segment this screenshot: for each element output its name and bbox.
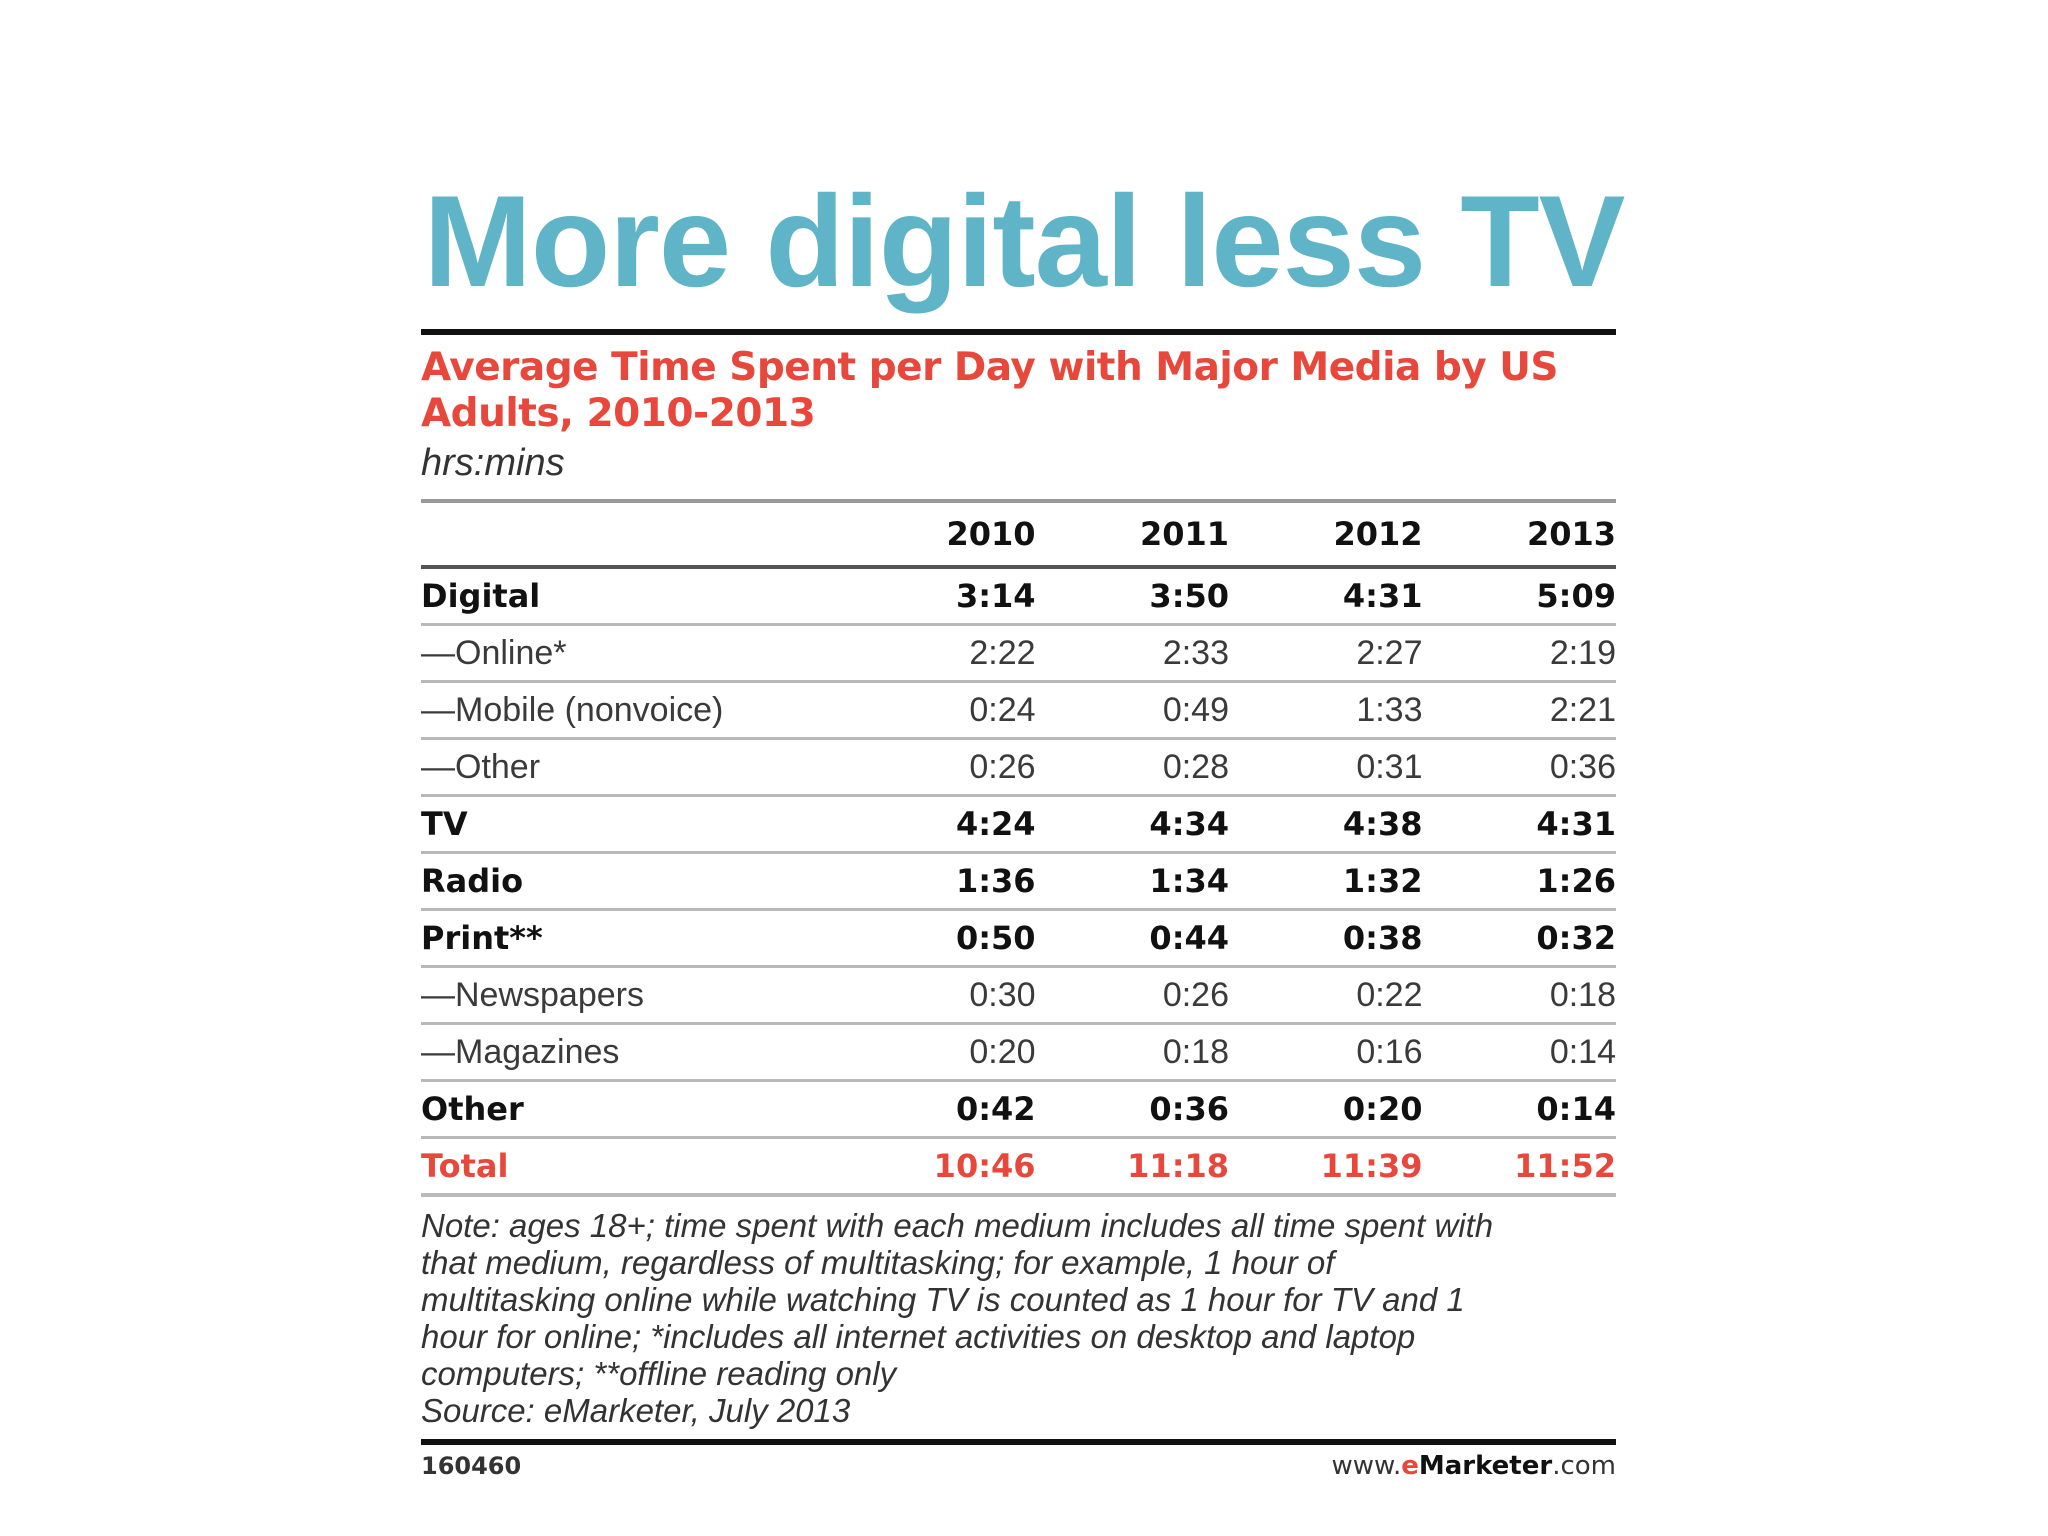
- header-label-cell: [421, 499, 843, 567]
- row-label: Radio: [421, 851, 843, 910]
- table-cell: 0:14: [1422, 1079, 1616, 1138]
- row-label: —Other: [421, 737, 843, 796]
- note-line: hour for online; *includes all internet …: [421, 1318, 1416, 1355]
- note-line: that medium, regardless of multitasking;…: [421, 1244, 1335, 1281]
- chart-units: hrs:mins: [421, 442, 565, 484]
- table-row: Total 10:46 11:18 11:39 11:52: [421, 1136, 1616, 1197]
- row-label: Other: [421, 1079, 843, 1138]
- table-cell: 11:39: [1229, 1136, 1423, 1197]
- table-cell: 2:33: [1035, 623, 1230, 682]
- table-cell: 0:31: [1229, 737, 1423, 796]
- chart-id: 160460: [421, 1452, 522, 1480]
- table-cell: 0:50: [842, 908, 1036, 967]
- table-row: —Magazines 0:20 0:18 0:16 0:14: [421, 1022, 1616, 1081]
- column-header: 2010: [842, 499, 1036, 567]
- row-label: —Newspapers: [421, 965, 843, 1024]
- table-cell: 3:14: [842, 565, 1036, 625]
- table-row: TV 4:24 4:34 4:38 4:31: [421, 794, 1616, 853]
- table-cell: 0:14: [1422, 1022, 1616, 1081]
- brand-e: e: [1401, 1451, 1419, 1481]
- table-cell: 4:31: [1422, 794, 1616, 853]
- table-cell: 0:18: [1422, 965, 1616, 1024]
- table-header-row: 2010 2011 2012 2013: [421, 499, 1616, 567]
- note-line: Note: ages 18+; time spent with each med…: [421, 1207, 1494, 1244]
- brand-suffix: .com: [1552, 1451, 1616, 1481]
- table-cell: 5:09: [1422, 565, 1616, 625]
- table-cell: 2:21: [1422, 680, 1616, 739]
- top-rule: [421, 329, 1616, 335]
- table-row: —Mobile (nonvoice) 0:24 0:49 1:33 2:21: [421, 680, 1616, 739]
- table-cell: 1:32: [1229, 851, 1423, 910]
- table-cell: 1:34: [1035, 851, 1230, 910]
- table-row: Other 0:42 0:36 0:20 0:14: [421, 1079, 1616, 1138]
- table-cell: 0:22: [1229, 965, 1423, 1024]
- table-row: —Online* 2:22 2:33 2:27 2:19: [421, 623, 1616, 682]
- row-label: —Mobile (nonvoice): [421, 680, 843, 739]
- table-cell: 1:33: [1229, 680, 1423, 739]
- chart-title: Average Time Spent per Day with Major Me…: [421, 345, 1559, 436]
- table-cell: 0:30: [842, 965, 1036, 1024]
- slide-title: More digital less TV: [423, 168, 1626, 314]
- table-cell: 0:20: [842, 1022, 1036, 1081]
- row-label: TV: [421, 794, 843, 853]
- row-label: Digital: [421, 565, 843, 625]
- table-cell: 0:20: [1229, 1079, 1423, 1138]
- column-header: 2013: [1422, 499, 1616, 567]
- brand-logo: www.eMarketer.com: [1332, 1451, 1616, 1481]
- table-row: Digital 3:14 3:50 4:31 5:09: [421, 565, 1616, 625]
- bottom-rule: [421, 1439, 1616, 1445]
- note-line: computers; **offline reading only: [421, 1355, 897, 1392]
- table-cell: 2:19: [1422, 623, 1616, 682]
- table-cell: 3:50: [1035, 565, 1230, 625]
- column-header: 2012: [1229, 499, 1423, 567]
- row-label: —Online*: [421, 623, 843, 682]
- chart-table-figure: Average Time Spent per Day with Major Me…: [421, 329, 1616, 1481]
- table-row: —Newspapers 0:30 0:26 0:22 0:18: [421, 965, 1616, 1024]
- chart-notes: Note: ages 18+; time spent with each med…: [421, 1207, 1616, 1429]
- table-cell: 1:26: [1422, 851, 1616, 910]
- table-cell: 0:32: [1422, 908, 1616, 967]
- table-cell: 0:26: [1035, 965, 1230, 1024]
- table-cell: 4:24: [842, 794, 1036, 853]
- table-cell: 0:24: [842, 680, 1036, 739]
- table-cell: 4:31: [1229, 565, 1423, 625]
- table-cell: 11:18: [1035, 1136, 1230, 1197]
- table-cell: 0:44: [1035, 908, 1230, 967]
- table-cell: 0:49: [1035, 680, 1230, 739]
- row-label: Total: [421, 1136, 843, 1197]
- table-cell: 0:28: [1035, 737, 1230, 796]
- table-cell: 0:36: [1422, 737, 1616, 796]
- brand-prefix: www.: [1331, 1451, 1402, 1481]
- table-cell: 0:16: [1229, 1022, 1423, 1081]
- note-line: Source: eMarketer, July 2013: [421, 1392, 851, 1429]
- table-cell: 0:38: [1229, 908, 1423, 967]
- table-cell: 0:18: [1035, 1022, 1230, 1081]
- table-cell: 2:22: [842, 623, 1036, 682]
- column-header: 2011: [1035, 499, 1230, 567]
- table-row: —Other 0:26 0:28 0:31 0:36: [421, 737, 1616, 796]
- table-cell: 4:34: [1035, 794, 1230, 853]
- table-cell: 0:36: [1035, 1079, 1230, 1138]
- table-body: Digital 3:14 3:50 4:31 5:09 —Online* 2:22 2:33 2…: [421, 565, 1616, 1197]
- table-cell: 0:42: [842, 1079, 1036, 1138]
- row-label: —Magazines: [421, 1022, 843, 1081]
- table-cell: 10:46: [842, 1136, 1036, 1197]
- chart-footer: 160460 www.eMarketer.com: [421, 1451, 1616, 1481]
- row-label: Print**: [421, 908, 843, 967]
- table-cell: 1:36: [842, 851, 1036, 910]
- table-row: Radio 1:36 1:34 1:32 1:26: [421, 851, 1616, 910]
- table-cell: 2:27: [1229, 623, 1423, 682]
- table-cell: 4:38: [1229, 794, 1423, 853]
- media-time-table: 2010 2011 2012 2013 Digital 3:14 3:50 4:31 5…: [421, 499, 1616, 1197]
- table-row: Print** 0:50 0:44 0:38 0:32: [421, 908, 1616, 967]
- note-line: multitasking online while watching TV is…: [421, 1281, 1465, 1318]
- brand-name: Marketer: [1418, 1451, 1553, 1481]
- table-cell: 11:52: [1422, 1136, 1616, 1197]
- table-cell: 0:26: [842, 737, 1036, 796]
